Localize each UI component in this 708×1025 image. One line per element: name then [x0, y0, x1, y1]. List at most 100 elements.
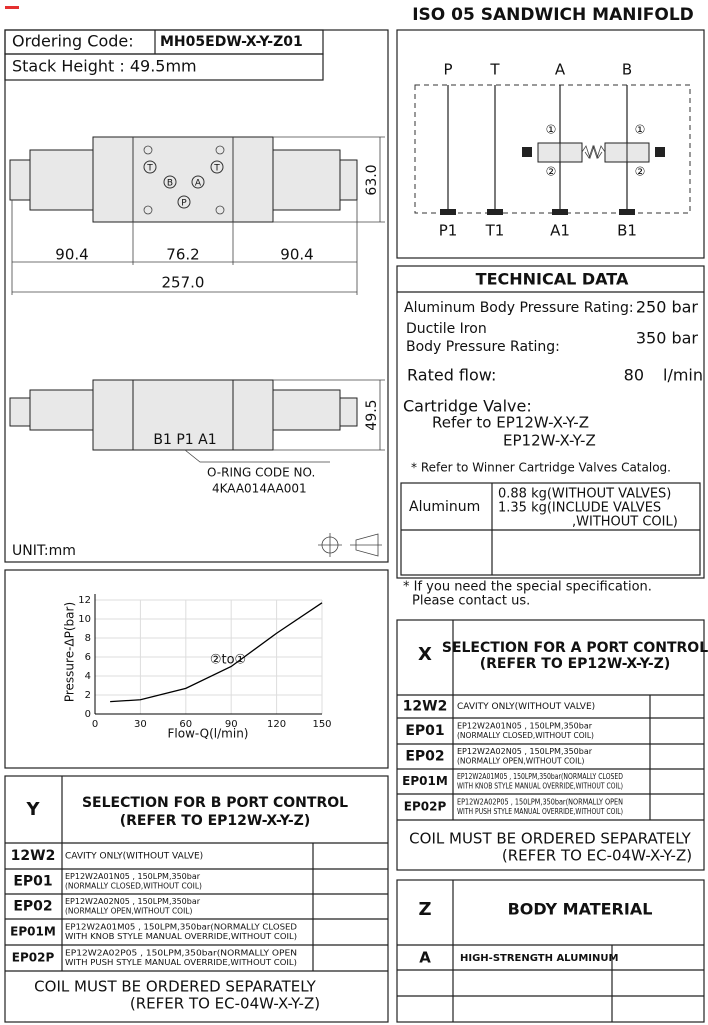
footer: COIL MUST BE ORDERED SEPARATELY: [409, 830, 691, 848]
spec-value: EP12W-X-Y-Z: [503, 432, 596, 450]
marker: ②: [635, 165, 646, 179]
port-circle: [143, 160, 157, 174]
x-tick-label: 30: [134, 719, 147, 730]
table-code: Z: [418, 899, 431, 920]
footer: COIL MUST BE ORDERED SEPARATELY: [34, 978, 316, 996]
rect-shape: [396, 879, 705, 1023]
y-tick-label: 10: [78, 614, 91, 625]
rect-shape: [552, 209, 568, 215]
row-desc: EP12W2A01M05 , 150LPM,350bar(NORMALLY CL…: [65, 923, 297, 932]
table-title: SELECTION FOR B PORT CONTROL: [82, 795, 348, 811]
footer: (REFER TO EC-04W-X-Y-Z): [502, 847, 692, 865]
row-desc: EP12W2A01M05 , 150LPM,350bar(NORMALLY CL…: [457, 772, 623, 781]
rect-shape: [132, 379, 234, 451]
top-view: [9, 136, 385, 295]
y-table-frame: [4, 775, 389, 1023]
polyline-shape: [584, 144, 606, 160]
schematic: [414, 84, 691, 215]
spec-value: 350 bar: [636, 329, 699, 348]
row-code: EP02: [13, 899, 52, 915]
port-label: T: [146, 164, 153, 174]
row-desc: CAVITY ONLY(WITHOUT VALVE): [457, 702, 595, 712]
circle-shape: [215, 205, 225, 215]
port-label: P1: [439, 222, 458, 240]
unit: UNIT:mm: [12, 543, 76, 559]
footer: (REFER TO EC-04W-X-Y-Z): [130, 995, 320, 1013]
rect-shape: [339, 159, 358, 201]
table-title: (REFER TO EP12W-X-Y-Z): [120, 813, 310, 829]
rect-shape: [29, 389, 94, 431]
y-tick-label: 12: [78, 595, 91, 606]
dimension: 90.4: [280, 246, 313, 264]
curve: [110, 602, 323, 703]
port-circle: [163, 175, 177, 189]
polyline-shape: [581, 144, 603, 160]
rect-shape: [9, 397, 31, 427]
x-tick-label: 90: [225, 719, 238, 730]
x-table-frame: [396, 619, 705, 871]
port-label: A1: [550, 222, 570, 240]
page-title: ISO 05 SANDWICH MANIFOLD: [412, 5, 694, 25]
circle-shape: [215, 145, 225, 155]
row-desc: EP12W2A01N05 , 150LPM,350bar: [457, 722, 593, 731]
port-label: B: [167, 179, 173, 189]
marker: ②: [546, 165, 557, 179]
dimension: 257.0: [162, 274, 205, 292]
port-label: T1: [485, 222, 505, 240]
row-desc: (NORMALLY OPEN,WITHOUT COIL): [457, 757, 584, 766]
rect-shape: [487, 209, 503, 215]
port-label: A: [555, 61, 566, 79]
x-axis-label: Flow-Q(l/min): [168, 727, 249, 741]
row-code: 12W2: [403, 699, 448, 715]
section-title: TECHNICAL DATA: [476, 270, 629, 289]
dimension: 63.0: [364, 164, 380, 195]
rect-shape: [272, 149, 341, 211]
row-desc: (NORMALLY OPEN,WITHOUT COIL): [65, 907, 192, 916]
dimension: 76.2: [166, 246, 199, 264]
spec-label: Aluminum Body Pressure Rating:: [404, 300, 634, 316]
port-label: P: [443, 61, 452, 79]
port-label: P: [181, 199, 187, 209]
port-label: A: [195, 179, 202, 189]
table-title: BODY MATERIAL: [508, 900, 653, 919]
row-code: EP01M: [10, 925, 56, 939]
rect-shape: [604, 142, 628, 163]
polyline-shape: [184, 449, 330, 463]
row-desc: WITH KNOB STYLE MANUAL OVERRIDE,WITHOUT …: [457, 782, 623, 791]
port-label: T: [213, 164, 220, 174]
rect-shape: [522, 147, 532, 157]
note: * Refer to Winner Cartridge Valves Catal…: [411, 461, 671, 475]
note: * If you need the special specification.: [403, 580, 652, 595]
row-code: EP02P: [12, 951, 55, 965]
y-tick-label: 6: [85, 652, 91, 663]
rect-shape: [272, 389, 341, 431]
stack-height: Stack Height : 49.5mm: [12, 57, 197, 76]
spec-label: Body Pressure Rating:: [406, 339, 560, 355]
y-tick-label: 4: [85, 671, 91, 682]
rect-shape: [29, 149, 94, 211]
note: Please contact us.: [412, 594, 530, 609]
logo-mark: [5, 6, 19, 9]
rect-shape: [339, 397, 358, 427]
row-desc: CAVITY ONLY(WITHOUT VALVE): [65, 852, 203, 862]
side-view: [9, 379, 385, 557]
y-tick-label: 0: [85, 709, 91, 720]
spec-unit: l/min: [663, 366, 703, 385]
row-code: EP01M: [402, 774, 448, 788]
row-desc: WITH PUSH STYLE MANUAL OVERRIDE,WITHOUT …: [65, 958, 297, 967]
dimension: 90.4: [55, 246, 88, 264]
row-desc: WITH KNOB STYLE MANUAL OVERRIDE,WITHOUT …: [65, 932, 297, 941]
chart-panel: [4, 569, 389, 769]
rect-shape: [559, 142, 583, 163]
z-table-frame: [396, 879, 705, 1023]
port-circle: [191, 175, 205, 189]
rect-shape: [655, 147, 665, 157]
spec-label: Ductile Iron: [406, 321, 487, 337]
x-tick-label: 120: [267, 719, 286, 730]
table-title: (REFER TO EP12W-X-Y-Z): [480, 656, 670, 672]
spec-value: 80: [624, 366, 644, 385]
row-code: EP02: [405, 749, 444, 765]
y-axis-label: Pressure-ΔP(bar): [63, 602, 77, 702]
annotation: ②to①: [210, 653, 246, 668]
